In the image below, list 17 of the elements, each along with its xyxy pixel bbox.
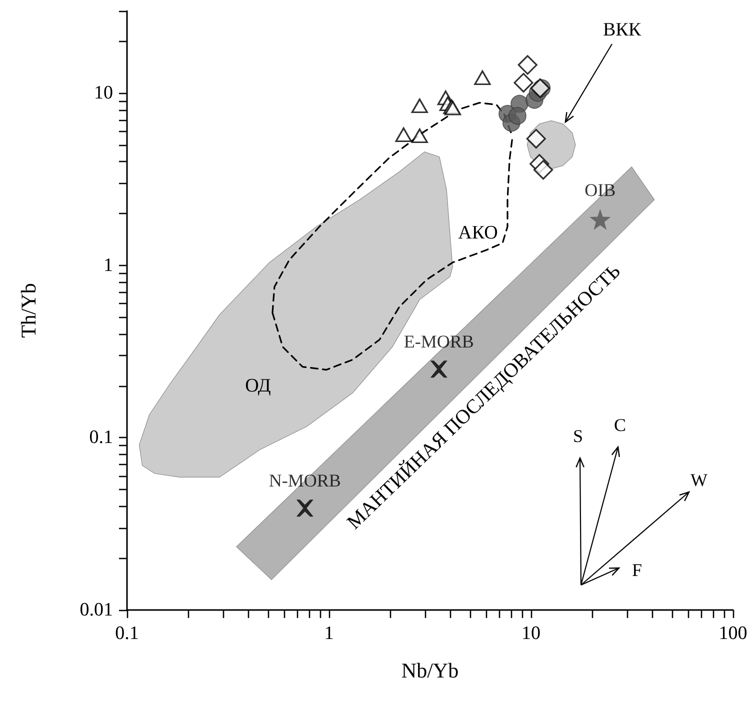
y-axis-title: Th/Yb (16, 283, 40, 338)
y-tick-label: 0.1 (89, 427, 113, 448)
series-label: N-MORB (268, 470, 341, 491)
x-tick-label: 0.1 (115, 623, 139, 644)
annotation: АКО (458, 222, 498, 244)
y-tick-label: 10 (94, 82, 113, 104)
series-label: OIB (584, 180, 616, 200)
y-tick-label: 0.01 (80, 600, 113, 620)
x-tick-label: 10 (522, 623, 540, 644)
annotation: ОД (245, 376, 271, 396)
x-tick-label: 1 (324, 623, 334, 644)
x-tick-label: 100 (718, 623, 748, 644)
annotation: ВКК (602, 20, 642, 40)
y-tick-label: 1 (104, 254, 113, 276)
annotation: F (632, 560, 642, 580)
x-axis-title: Nb/Yb (401, 658, 459, 682)
annotation: W (690, 470, 708, 490)
